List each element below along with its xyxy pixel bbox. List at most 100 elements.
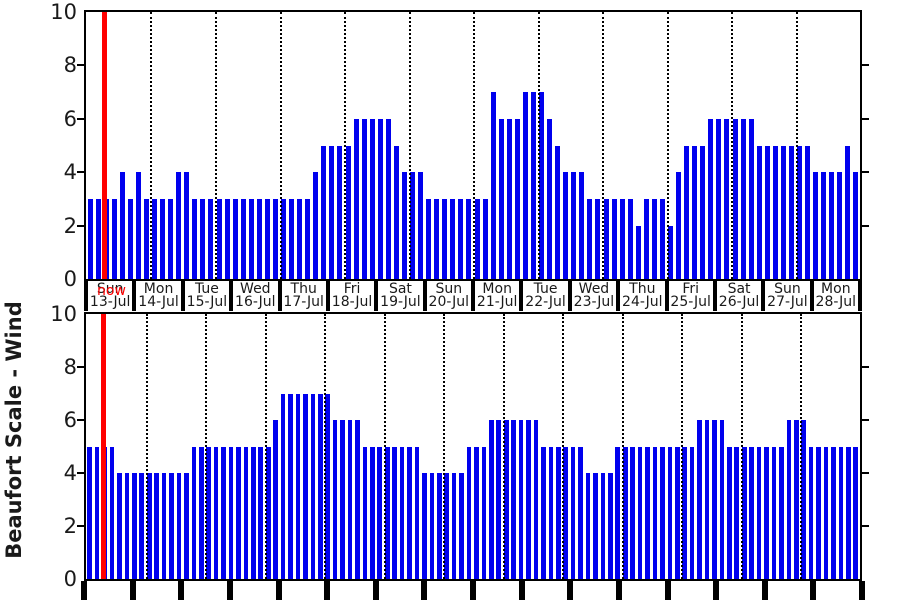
- bar-slot: [265, 314, 272, 579]
- bar-slot: [642, 12, 650, 279]
- bar-slot: [175, 314, 182, 579]
- bar-slot: [731, 12, 739, 279]
- bar-slot: [123, 314, 130, 579]
- bar-slot: [538, 12, 546, 279]
- bar-slot: [836, 12, 844, 279]
- bar-slot: [562, 12, 570, 279]
- bar-slot: [183, 12, 191, 279]
- bar: [622, 446, 628, 579]
- day-separator: [279, 12, 282, 279]
- bar: [236, 446, 241, 579]
- bar: [651, 198, 657, 279]
- bar: [466, 446, 472, 579]
- bar: [401, 172, 407, 279]
- bar-slot: [594, 12, 602, 279]
- bar-slot: [436, 314, 443, 579]
- day-of-week-label: Sat: [388, 281, 412, 297]
- bar: [541, 446, 546, 579]
- bar-slot: [198, 314, 205, 579]
- bar: [676, 172, 682, 279]
- day-separator: [795, 12, 798, 279]
- bar-slot: [592, 314, 599, 579]
- bar: [243, 446, 249, 579]
- bar: [206, 446, 212, 579]
- bar-slot: [391, 314, 398, 579]
- bar-slot: [667, 12, 675, 279]
- bar-slot: [711, 314, 718, 579]
- x-tick: [470, 581, 522, 600]
- bar-slot: [255, 12, 263, 279]
- bar-slot: [650, 12, 658, 279]
- bar-slot: [562, 314, 569, 579]
- bar-slot: [312, 12, 320, 279]
- bar: [704, 420, 710, 579]
- bar: [837, 172, 843, 279]
- bar: [579, 172, 585, 279]
- bar-slot: [449, 12, 457, 279]
- bar: [347, 420, 353, 579]
- bar-slot: [540, 314, 547, 579]
- y-tick-label: 10: [50, 302, 77, 326]
- bar-slot: [763, 12, 771, 279]
- bar-slot: [183, 314, 190, 579]
- bar-slot: [852, 314, 859, 579]
- bar-slot: [748, 314, 755, 579]
- bar: [224, 198, 230, 279]
- y-tick-mark: [77, 64, 86, 67]
- wind-now-line: [102, 12, 108, 279]
- bar-slot: [570, 12, 578, 279]
- bar: [434, 198, 440, 279]
- bar-slot: [465, 12, 473, 279]
- bar-slot: [837, 314, 844, 579]
- bar: [228, 446, 234, 579]
- bar-slot: [433, 12, 441, 279]
- bar: [117, 473, 122, 579]
- bar-slot: [497, 12, 505, 279]
- date-label: 28-Jul: [815, 294, 857, 310]
- bar-slot: [296, 12, 304, 279]
- bar: [771, 446, 777, 579]
- bar: [385, 118, 391, 279]
- bar-slot: [513, 12, 521, 279]
- bar-slot: [272, 314, 279, 579]
- bar: [321, 145, 327, 279]
- day-label-cell: Fri 25-Jul: [664, 281, 713, 311]
- day-of-week-label: Sat: [727, 281, 751, 297]
- bar: [740, 118, 746, 279]
- bar: [450, 198, 456, 279]
- bar-slot: [368, 12, 376, 279]
- bar: [264, 198, 270, 279]
- bar: [571, 172, 577, 279]
- x-tick: [664, 581, 717, 600]
- bar: [87, 446, 93, 579]
- day-separator: [601, 12, 604, 279]
- bar-slot: [443, 314, 450, 579]
- bar-slot: [339, 314, 346, 579]
- day-label-cell: Wed 23-Jul: [567, 281, 617, 311]
- y-tick-mark: [860, 117, 869, 120]
- day-of-week-label: Sun: [96, 281, 124, 297]
- y-tick-mark: [860, 366, 869, 368]
- bar-slot: [481, 12, 489, 279]
- bar: [829, 172, 835, 279]
- bar-slot: [658, 12, 666, 279]
- bar-slot: [602, 12, 610, 279]
- day-separator: [621, 314, 624, 579]
- bar: [674, 446, 680, 579]
- bar: [741, 446, 747, 579]
- y-tick-label: 4: [63, 461, 77, 485]
- bar: [689, 446, 695, 579]
- bar-slot: [812, 12, 820, 279]
- bar-slot: [718, 314, 725, 579]
- day-separator: [502, 314, 505, 579]
- bar-slot: [413, 314, 420, 579]
- y-tick-mark: [77, 171, 86, 174]
- bar-slot: [785, 314, 792, 579]
- bar-slot: [852, 12, 860, 279]
- day-separator: [800, 314, 803, 579]
- x-tick: [226, 581, 279, 600]
- bar-slot: [586, 12, 594, 279]
- day-separator: [740, 314, 743, 579]
- bar: [570, 446, 576, 579]
- bar-slot: [688, 314, 695, 579]
